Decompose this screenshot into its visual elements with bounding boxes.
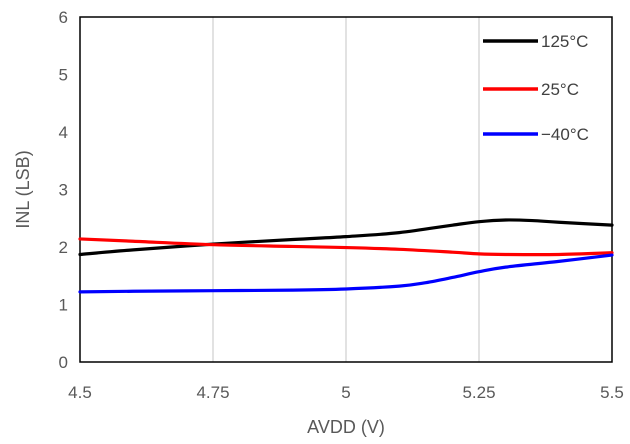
series-line [78,253,614,294]
plot-area-border [79,16,613,363]
y-axis-ticks: 0 1 2 3 4 5 6 [59,8,68,372]
y-axis-label: INL (LSB) [13,150,33,228]
x-tick-label: 4.5 [68,383,92,402]
x-tick-label: 5 [341,383,350,402]
x-axis-ticks: 4.5 4.75 5 5.25 5.5 [68,383,624,402]
x-axis-label: AVDD (V) [307,417,385,437]
y-tick-label: 0 [59,353,68,372]
y-tick-label: 3 [59,181,68,200]
legend-label: 125°C [541,32,588,51]
series-lines [78,218,614,294]
x-tick-label: 4.75 [196,383,229,402]
y-tick-label: 4 [59,123,68,142]
y-tick-label: 1 [59,296,68,315]
y-tick-label: 2 [59,238,68,257]
y-tick-label: 5 [59,66,68,85]
x-tick-label: 5.5 [600,383,624,402]
legend: 125°C 25°C −40°C [483,32,589,144]
legend-label: −40°C [541,125,589,144]
x-tick-label: 5.25 [462,383,495,402]
y-tick-label: 6 [59,8,68,27]
grid-lines [212,17,480,362]
legend-label: 25°C [541,80,579,99]
series-line [78,237,614,257]
